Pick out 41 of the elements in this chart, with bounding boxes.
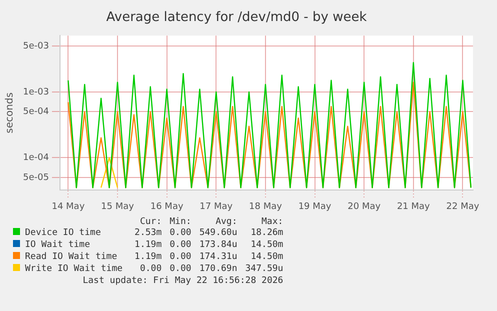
- x-tick-label: 21 May: [396, 202, 431, 212]
- x-tick-label: 19 May: [298, 202, 332, 212]
- x-tick-label: 20 May: [348, 202, 382, 212]
- text: 0.00: [138, 263, 163, 275]
- text: 14.50m: [250, 251, 284, 263]
- text: 549.60u: [198, 227, 238, 239]
- legend-label: Write IO Wait time: [24, 263, 124, 275]
- y-tick-label: 1e-04: [22, 153, 50, 164]
- text: 347.59u: [244, 263, 284, 275]
- text: 174.31u: [198, 251, 238, 263]
- y-tick-label: 5e-05: [22, 172, 49, 183]
- text: 0.00: [168, 251, 192, 263]
- text: 173.84u: [198, 239, 238, 251]
- text: 2.53m: [134, 227, 163, 239]
- text: 1.19m: [134, 239, 163, 251]
- text: Last update: Fri May 22 16:56:28 2026: [82, 275, 284, 287]
- text: 170.69n: [198, 263, 238, 275]
- y-tick-label: 1e-03: [22, 87, 49, 98]
- legend-label: Read IO Wait time: [24, 251, 118, 263]
- chart-title: Average latency for /dev/md0 - by week: [106, 10, 368, 26]
- text: 14.50m: [250, 239, 284, 251]
- text: Avg:: [214, 217, 238, 227]
- text: 1.19m: [134, 251, 163, 263]
- x-tick-label: 14 May: [52, 202, 86, 212]
- y-tick-label: 5e-04: [22, 107, 50, 118]
- text: 0.00: [168, 263, 192, 275]
- x-tick-label: 16 May: [150, 202, 184, 212]
- y-axis-title: seconds: [4, 92, 16, 134]
- text: Cur:: [138, 217, 163, 227]
- text: 18.26m: [250, 227, 284, 239]
- x-tick-label: 18 May: [248, 202, 283, 212]
- text: Max:: [260, 217, 284, 227]
- legend-label: Device IO time: [24, 227, 102, 239]
- x-tick-label: 22 May: [446, 202, 480, 212]
- x-tick-label: 17 May: [200, 202, 234, 212]
- text: 0.00: [168, 227, 192, 239]
- text: 0.00: [168, 239, 192, 251]
- x-tick-label: 15 May: [101, 202, 135, 212]
- y-tick-label: 5e-03: [22, 41, 49, 52]
- text: Min:: [168, 217, 192, 227]
- legend-label: IO Wait time: [24, 239, 92, 251]
